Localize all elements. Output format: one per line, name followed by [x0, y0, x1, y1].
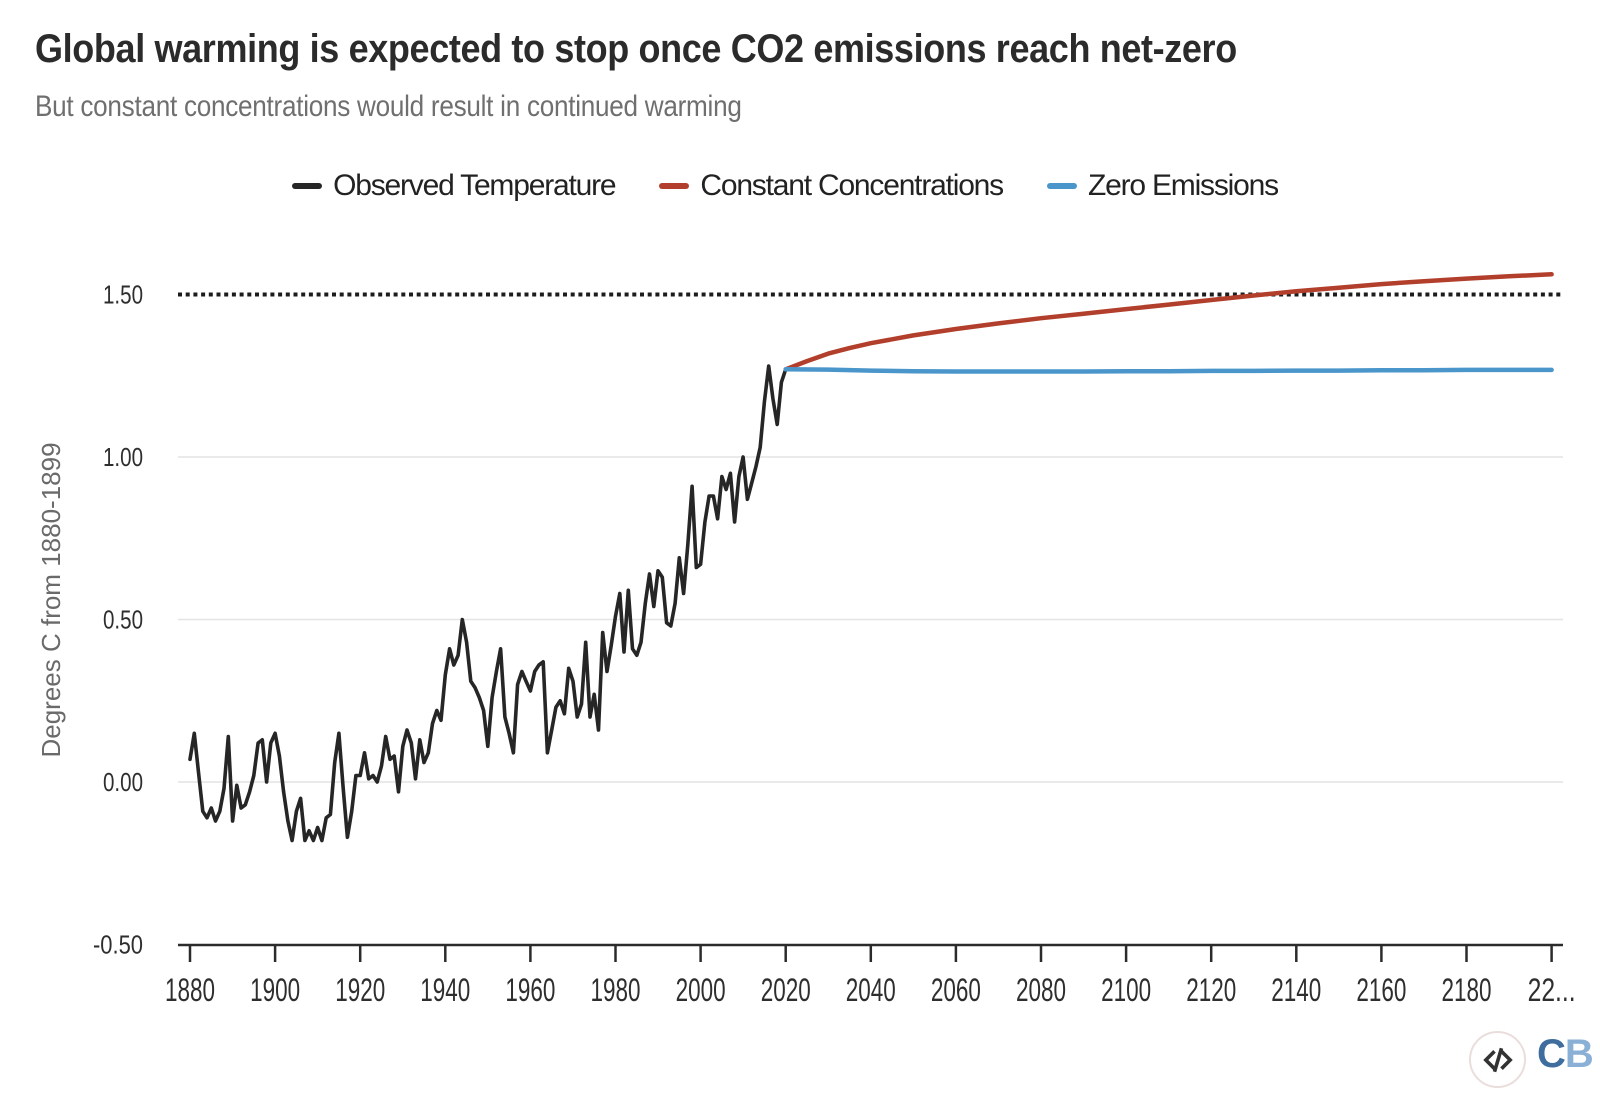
logo-letter-b: B — [1564, 1032, 1594, 1076]
x-tick-label: 1940 — [420, 972, 470, 1008]
x-tick-label: 2140 — [1271, 972, 1321, 1008]
legend-label: Constant Concentrations — [700, 169, 1004, 202]
chart-legend: Observed Temperature Constant Concentrat… — [0, 169, 1570, 203]
x-tick-label: 2160 — [1356, 972, 1406, 1008]
legend-item-constant-concentrations: Constant Concentrations — [659, 169, 1004, 203]
x-tick-label: 1960 — [505, 972, 555, 1008]
series-observed-temperature — [188, 364, 788, 843]
x-tick-label: 1920 — [335, 972, 385, 1008]
code-embed-icon — [1482, 1047, 1513, 1072]
x-tick-label: 2020 — [761, 972, 811, 1008]
legend-swatch-observed-temperature — [292, 183, 323, 189]
x-tick-label: 2180 — [1442, 972, 1492, 1008]
x-tick-label: 2080 — [1016, 972, 1066, 1008]
y-tick-label: -0.50 — [93, 930, 143, 960]
y-tick-label: 0.00 — [103, 767, 143, 797]
x-tick-label: 1900 — [250, 972, 300, 1008]
y-tick-label: 0.50 — [103, 605, 143, 635]
logo-letter-c: C — [1537, 1032, 1566, 1076]
x-tick-label: 1980 — [591, 972, 641, 1008]
legend-swatch-constant-concentrations — [659, 183, 690, 189]
x-tick-label: 22... — [1528, 972, 1576, 1008]
x-tick-label: 1880 — [165, 972, 215, 1008]
carbonbrief-logo: CB — [1537, 1032, 1594, 1077]
embed-code-button[interactable] — [1469, 1031, 1526, 1088]
page-title: Global warming is expected to stop once … — [35, 27, 1237, 71]
series-zero-emissions — [783, 367, 1554, 374]
x-tick-label: 2040 — [846, 972, 896, 1008]
y-tick-label: 1.50 — [103, 280, 143, 310]
legend-item-zero-emissions: Zero Emissions — [1046, 169, 1279, 203]
x-tick-label: 2120 — [1186, 972, 1236, 1008]
x-tick-label: 2000 — [676, 972, 726, 1008]
page-subtitle: But constant concentrations would result… — [35, 90, 742, 123]
x-tick-label: 2100 — [1101, 972, 1151, 1008]
y-axis-title: Degrees C from 1880-1899 — [36, 442, 66, 757]
legend-label: Observed Temperature — [333, 169, 616, 202]
legend-label: Zero Emissions — [1087, 169, 1279, 202]
legend-item-observed-temperature: Observed Temperature — [292, 169, 617, 203]
legend-swatch-zero-emissions — [1046, 183, 1077, 189]
series-constant-concentrations — [783, 272, 1554, 372]
x-tick-label: 2060 — [931, 972, 981, 1008]
y-tick-label: 1.00 — [103, 442, 143, 472]
